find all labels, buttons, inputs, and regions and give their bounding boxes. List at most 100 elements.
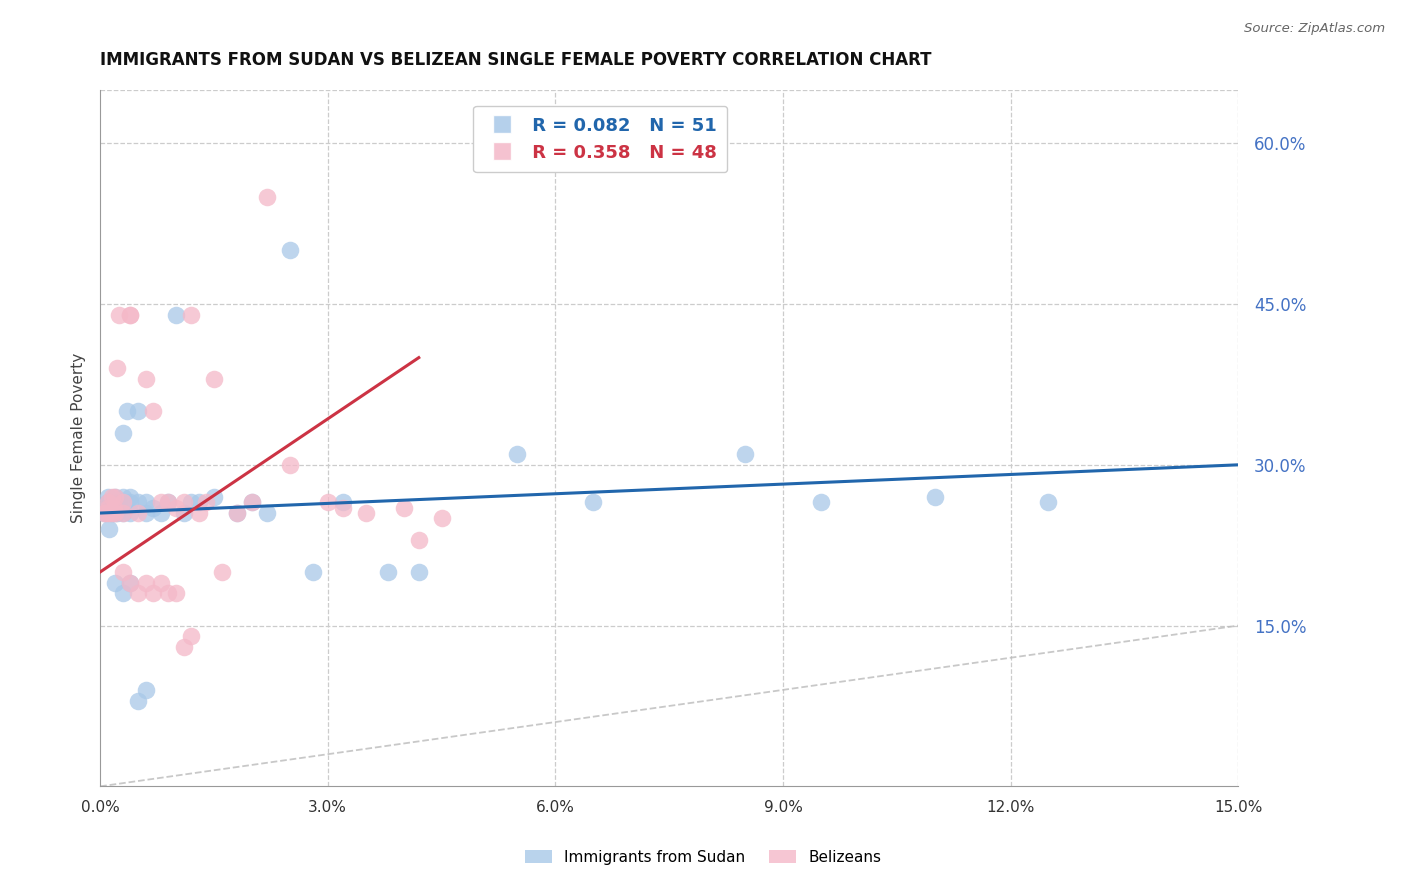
Point xyxy=(278,244,301,258)
Point xyxy=(108,495,131,509)
Point xyxy=(165,586,187,600)
Point xyxy=(96,500,118,515)
Point xyxy=(506,447,529,461)
Point xyxy=(332,500,354,515)
Point xyxy=(173,506,195,520)
Point xyxy=(408,533,430,547)
Point xyxy=(195,495,218,509)
Point xyxy=(924,490,946,504)
Point xyxy=(225,506,247,520)
Point xyxy=(97,495,120,509)
Point xyxy=(120,575,142,590)
Point xyxy=(104,575,127,590)
Point xyxy=(173,495,195,509)
Point xyxy=(111,586,134,600)
Point xyxy=(120,506,142,520)
Point xyxy=(100,506,122,520)
Point xyxy=(810,495,832,509)
Point xyxy=(430,511,453,525)
Point xyxy=(104,506,127,520)
Point xyxy=(103,495,125,509)
Point xyxy=(142,500,165,515)
Point xyxy=(100,506,122,520)
Point xyxy=(202,490,225,504)
Point xyxy=(103,500,125,515)
Point xyxy=(127,693,149,707)
Point xyxy=(187,506,209,520)
Point xyxy=(111,495,134,509)
Point xyxy=(104,490,127,504)
Point xyxy=(173,640,195,654)
Point xyxy=(100,490,122,504)
Point xyxy=(149,495,172,509)
Point xyxy=(104,490,127,504)
Point xyxy=(120,490,142,504)
Point xyxy=(157,586,180,600)
Point xyxy=(135,682,157,697)
Point xyxy=(108,308,131,322)
Point xyxy=(111,425,134,440)
Point xyxy=(301,565,323,579)
Point xyxy=(98,522,121,536)
Point xyxy=(120,495,142,509)
Point xyxy=(120,308,142,322)
Point xyxy=(127,586,149,600)
Point xyxy=(240,495,263,509)
Point xyxy=(392,500,415,515)
Point xyxy=(180,495,202,509)
Point xyxy=(225,506,247,520)
Point xyxy=(135,372,157,386)
Point xyxy=(97,500,120,515)
Point xyxy=(108,500,131,515)
Point xyxy=(104,506,127,520)
Point xyxy=(135,575,157,590)
Point xyxy=(98,506,121,520)
Point xyxy=(582,495,605,509)
Point xyxy=(127,404,149,418)
Point xyxy=(111,506,134,520)
Point xyxy=(142,404,165,418)
Point xyxy=(354,506,377,520)
Point xyxy=(135,495,157,509)
Point xyxy=(316,495,339,509)
Point xyxy=(1038,495,1060,509)
Point xyxy=(332,495,354,509)
Point xyxy=(93,506,115,520)
Point xyxy=(256,190,278,204)
Point xyxy=(278,458,301,472)
Point xyxy=(93,506,115,520)
Point xyxy=(111,506,134,520)
Point xyxy=(377,565,399,579)
Point xyxy=(149,575,172,590)
Point xyxy=(120,308,142,322)
Legend:  R = 0.082   N = 51,  R = 0.358   N = 48: R = 0.082 N = 51, R = 0.358 N = 48 xyxy=(474,105,727,172)
Point xyxy=(105,506,128,520)
Point xyxy=(202,372,225,386)
Point xyxy=(105,361,128,376)
Point xyxy=(180,629,202,643)
Point xyxy=(211,565,233,579)
Point xyxy=(149,506,172,520)
Point xyxy=(240,495,263,509)
Point xyxy=(97,495,120,509)
Point xyxy=(180,308,202,322)
Point xyxy=(256,506,278,520)
Point xyxy=(96,506,118,520)
Point xyxy=(157,495,180,509)
Text: IMMIGRANTS FROM SUDAN VS BELIZEAN SINGLE FEMALE POVERTY CORRELATION CHART: IMMIGRANTS FROM SUDAN VS BELIZEAN SINGLE… xyxy=(100,51,932,69)
Point xyxy=(165,500,187,515)
Legend: Immigrants from Sudan, Belizeans: Immigrants from Sudan, Belizeans xyxy=(519,844,887,871)
Point xyxy=(97,490,120,504)
Point xyxy=(100,500,122,515)
Point xyxy=(408,565,430,579)
Point xyxy=(127,495,149,509)
Point xyxy=(115,404,138,418)
Point xyxy=(135,506,157,520)
Point xyxy=(142,586,165,600)
Text: Source: ZipAtlas.com: Source: ZipAtlas.com xyxy=(1244,22,1385,36)
Point xyxy=(165,308,187,322)
Point xyxy=(120,575,142,590)
Point xyxy=(187,495,209,509)
Point xyxy=(734,447,756,461)
Point xyxy=(157,495,180,509)
